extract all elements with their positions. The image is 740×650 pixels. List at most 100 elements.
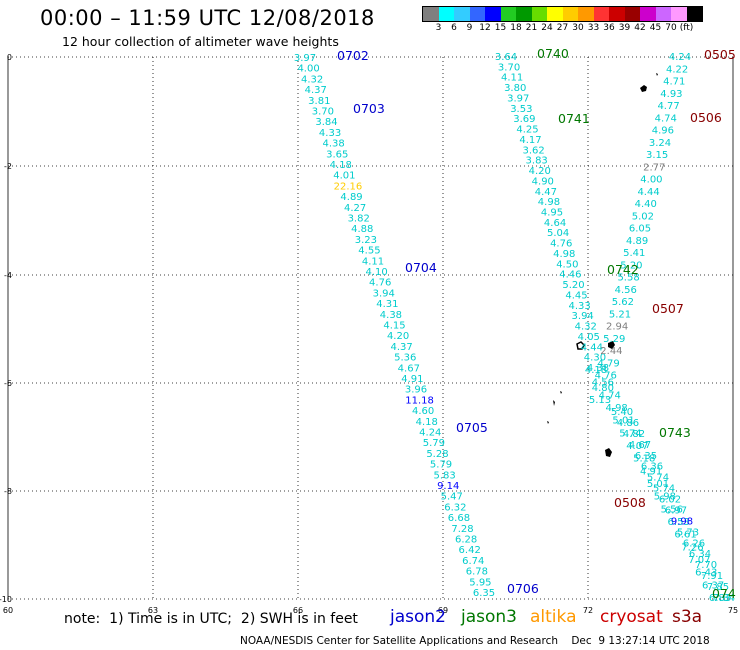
swh-value: 9.98	[671, 516, 693, 527]
swh-value: 4.95	[541, 208, 563, 219]
swh-value: 6.43	[695, 568, 717, 579]
legend-label: 36	[603, 23, 615, 33]
pass-label: 074	[712, 586, 736, 601]
legend-swatch	[438, 7, 454, 21]
swh-value: 5.13	[589, 395, 611, 406]
lon-tick-label: 72	[583, 606, 593, 615]
swh-value: 4.00	[297, 64, 319, 75]
swh-value: 5.29	[603, 334, 625, 345]
swh-value: 4.91	[640, 466, 662, 477]
pass-label: 0740	[537, 46, 569, 61]
swh-value: 4.10	[365, 267, 387, 278]
swh-value: 4.37	[305, 85, 327, 96]
swh-value: 4.25	[516, 125, 538, 136]
satellite-label: cryosat	[600, 607, 663, 627]
swh-value: 4.76	[369, 278, 391, 289]
pass-label: 0742	[607, 262, 639, 277]
swh-value: 5.41	[623, 248, 645, 259]
island-shape	[640, 85, 647, 92]
island-shape	[608, 341, 615, 349]
swh-value: 3.53	[510, 104, 532, 115]
swh-value: 3.70	[312, 107, 334, 118]
legend-swatch	[562, 7, 578, 21]
swh-value: 6.34	[689, 549, 711, 560]
pass-label: 0741	[558, 111, 590, 126]
map-subtitle: 12 hour collection of altimeter wave hei…	[62, 34, 339, 49]
track-0742-074: 4.184.564.744.985.015.744.075.184.915.01…	[585, 365, 731, 604]
swh-value: 6.28	[455, 535, 477, 546]
map-title: 00:00 – 11:59 UTC 12/08/2018	[40, 6, 375, 30]
legend-label: 3	[435, 23, 442, 33]
legend-swatch	[609, 7, 625, 21]
swh-value: 4.50	[556, 259, 578, 270]
legend-label: 33	[587, 23, 600, 33]
swh-value: 4.80	[592, 383, 614, 394]
swh-value: 4.45	[565, 290, 587, 301]
swh-value: 4.86	[617, 418, 639, 429]
swh-value: 3.97	[294, 53, 316, 64]
swh-value: 6.02	[659, 495, 681, 506]
satellite-label: jason3	[461, 607, 517, 627]
lat-tick-label: -2	[4, 162, 12, 171]
swh-value: 5.01	[647, 479, 669, 490]
legend-swatch	[500, 7, 516, 21]
legend-swatch	[640, 7, 656, 21]
swh-value: 6.32	[444, 502, 466, 513]
swh-value: 3.94	[572, 311, 594, 322]
swh-value: 4.15	[383, 321, 405, 332]
swh-value: 4.89	[626, 236, 648, 247]
legend-swatch	[531, 7, 547, 21]
swh-value: 3.69	[513, 114, 535, 125]
swh-value: 2.44	[600, 346, 622, 357]
footer-credit: NOAA/NESDIS Center for Satellite Applica…	[240, 635, 710, 647]
swh-value: 7.26	[681, 542, 703, 553]
swh-value: 4.17	[519, 135, 541, 146]
swh-value: 4.32	[301, 74, 323, 85]
island-shape	[656, 73, 658, 76]
swh-value: 6.83	[709, 593, 731, 604]
swh-value: 5.74	[653, 484, 675, 495]
swh-value: 4.32	[575, 322, 597, 333]
swh-value: 4.37	[391, 342, 413, 353]
swh-value: 3.70	[498, 62, 520, 73]
swh-value: 4.31	[376, 299, 398, 310]
legend-label: 42	[634, 23, 646, 33]
swh-value: 6.53	[668, 517, 690, 528]
swh-value: 5.95	[469, 577, 491, 588]
swh-value: 6.42	[459, 545, 481, 556]
pass-label: 0507	[652, 301, 684, 316]
legend-swatch	[516, 7, 532, 21]
swh-value: 4.11	[362, 256, 384, 267]
pass-label: 0702	[337, 48, 369, 63]
swh-value: 6.78	[466, 567, 488, 578]
swh-value: 7.91	[701, 571, 723, 582]
swh-value: 3.65	[326, 149, 348, 160]
swh-value: 4.40	[635, 199, 657, 210]
legend-label: (ft)	[679, 23, 694, 33]
swh-value: 6.97	[665, 505, 687, 516]
swh-value: 4.98	[606, 403, 628, 414]
lon-tick-label: 66	[293, 606, 303, 615]
swh-value: 4.24	[419, 428, 441, 439]
swh-value: 3.83	[526, 156, 548, 167]
legend-swatch	[547, 7, 563, 21]
pass-label: 0703	[353, 101, 385, 116]
island-outlines	[547, 73, 658, 457]
swh-value: 4.67	[629, 440, 651, 451]
legend-swatch	[624, 7, 640, 21]
swh-value: 9.14	[437, 481, 459, 492]
swh-value: 7.85	[707, 582, 729, 593]
lat-tick-label: -4	[4, 271, 12, 280]
swh-value: 4.91	[401, 374, 423, 385]
track-0702-0706: 3.974.004.324.373.813.703.844.334.383.65…	[294, 53, 495, 599]
swh-value: 4.90	[532, 176, 554, 187]
lon-tick-label: 60	[3, 606, 13, 615]
swh-value: 3.84	[315, 117, 337, 128]
swh-value: 5.36	[394, 353, 416, 364]
legend-swatch	[469, 7, 485, 21]
swh-value: 3.62	[522, 145, 544, 156]
swh-value: 4.71	[663, 77, 685, 88]
satellite-label: altika	[530, 607, 577, 627]
swh-value: 3.24	[649, 138, 671, 149]
